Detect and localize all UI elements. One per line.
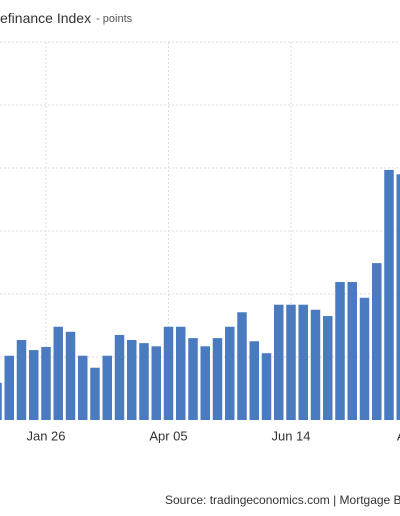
bar [372,263,382,420]
bar [65,331,76,420]
chart-title: efinance Index - points [0,10,133,26]
bar [310,309,321,420]
bar [249,341,259,420]
plot-area: Jan 26 Apr 05 Jun 14 A [0,41,400,443]
bar [188,338,198,420]
x-tick-label: Apr 05 [149,428,187,443]
bar [359,297,370,420]
x-tick-label: Jan 26 [26,428,65,443]
bar [384,169,394,420]
bar [163,326,174,420]
x-tick-label: Jun 14 [271,428,310,443]
bar [176,326,186,420]
bar [78,355,88,420]
bar [139,343,149,420]
bar [200,346,210,420]
bar [323,316,333,420]
bar [53,326,63,420]
bar [335,282,345,420]
title-text: efinance Index [0,10,91,26]
bar [16,339,27,420]
bar [237,312,247,420]
x-tick-label: A [397,428,400,443]
bar [127,339,137,420]
bar [298,304,308,420]
bar [90,367,100,420]
subtitle-text: - points [96,13,133,25]
bar [102,355,112,420]
bar [41,346,51,420]
bar [261,353,272,420]
bar [286,304,296,420]
bar [274,304,284,420]
source-note: Source: tradingeconomics.com | Mortgage … [165,493,400,507]
bar [396,174,400,420]
bar [225,326,235,420]
bar [4,355,14,420]
bar [114,334,125,420]
bar [347,282,357,420]
bar [151,346,161,420]
bar [0,382,2,420]
bar [29,350,39,420]
bar [212,338,223,420]
